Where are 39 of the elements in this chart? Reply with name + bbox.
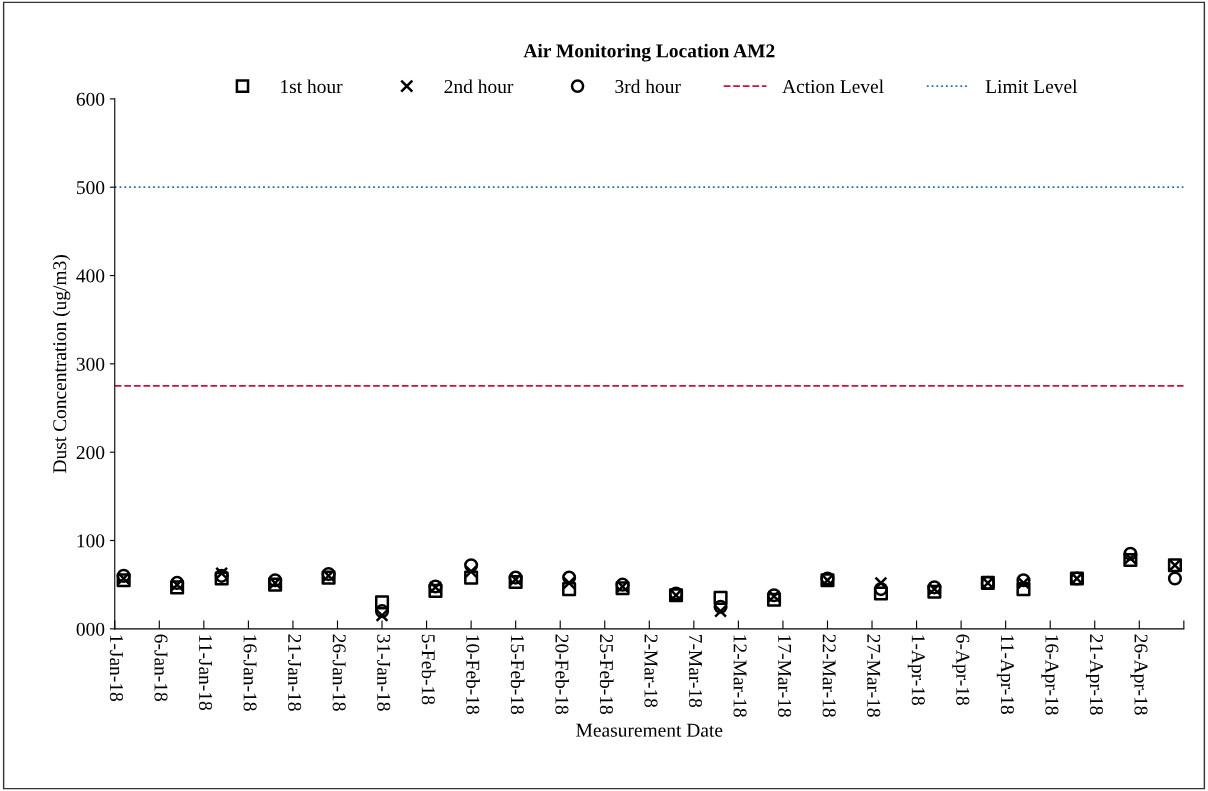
x-tick-label: 22-Mar-18 xyxy=(822,634,836,717)
chart-title: Air Monitoring Location AM2 xyxy=(523,43,775,62)
x-tick-label: 11-Jan-18 xyxy=(198,635,213,710)
legend-label: 3rd hour xyxy=(615,79,681,94)
x-tick-label: 25-Feb-18 xyxy=(599,634,614,714)
x-tick-label: 5-Feb-18 xyxy=(421,634,436,705)
x-tick-label: 26-Apr-18 xyxy=(1130,634,1148,715)
y-axis-title: Dust Concentration (ug/m3) xyxy=(52,255,71,473)
x-tick-label: 7-Mar-18 xyxy=(688,634,703,708)
x-tick-label: 31-Jan-18 xyxy=(377,634,391,711)
y-tick-label: 100 xyxy=(77,534,105,548)
y-tick-label: 000 xyxy=(76,622,105,636)
x-tick-label: 1-Jan-18 xyxy=(109,635,124,701)
x-tick-label: 26-Jan-18 xyxy=(332,634,346,711)
y-tick-label: 600 xyxy=(76,92,105,106)
y-tick-label: 300 xyxy=(76,357,105,371)
y-tick-label: 200 xyxy=(76,446,105,460)
x-tick-label: 6-Jan-18 xyxy=(154,634,168,701)
legend-label: 1st hour xyxy=(281,79,343,94)
x-tick-label: 12-Mar-18 xyxy=(733,635,747,717)
y-tick-label: 400 xyxy=(76,269,105,283)
x-tick-label: 6-Apr-18 xyxy=(952,634,970,705)
x-tick-label: 15-Feb-18 xyxy=(510,635,525,714)
x-tick-label: 16-Apr-18 xyxy=(1041,635,1059,715)
y-tick-label: 500 xyxy=(77,181,105,195)
x-tick-label: 17-Mar-18 xyxy=(778,635,792,717)
x-axis-title: Measurement Date xyxy=(576,723,723,737)
x-tick-label: 21-Apr-18 xyxy=(1085,634,1103,715)
legend-label: 2nd hour xyxy=(444,79,514,94)
legend-label: Action Level xyxy=(782,79,884,94)
x-tick-label: 2-Mar-18 xyxy=(644,634,658,708)
x-tick-label: 11-Apr-18 xyxy=(996,635,1014,714)
x-tick-label: 16-Jan-18 xyxy=(243,635,257,711)
x-tick-label: 20-Feb-18 xyxy=(555,634,570,714)
x-tick-label: 27-Mar-18 xyxy=(867,634,881,717)
x-tick-label: 21-Jan-18 xyxy=(288,634,302,711)
legend-label: Limit Level xyxy=(985,79,1078,94)
x-tick-label: 10-Feb-18 xyxy=(466,635,480,714)
x-tick-label: 1-Apr-18 xyxy=(907,635,925,705)
